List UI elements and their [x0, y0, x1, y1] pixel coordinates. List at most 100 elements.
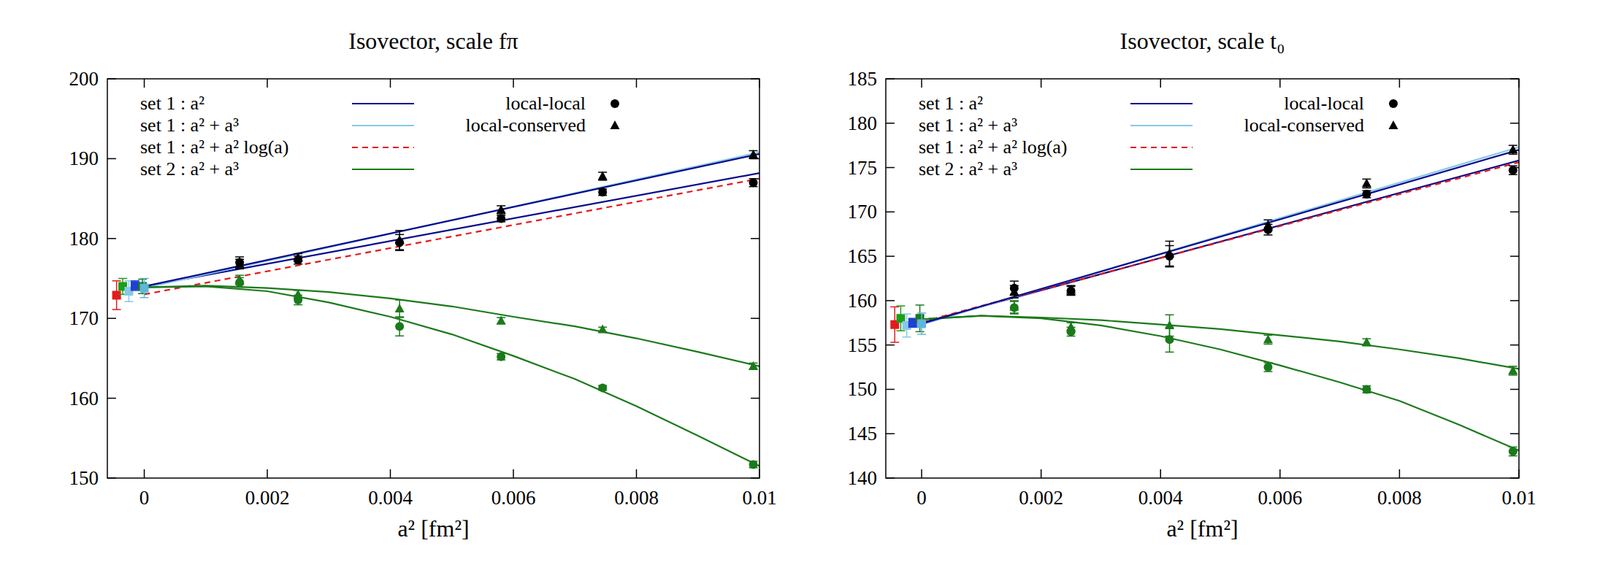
error-bar-cap: [1508, 374, 1518, 377]
error-bar-cap: [112, 308, 122, 311]
point-marker: [1066, 322, 1076, 331]
legend-label: set 1 : a²: [140, 92, 205, 114]
error-bar-cap: [118, 278, 128, 280]
y-tick-label: 155: [847, 334, 878, 357]
x-tick: [266, 469, 269, 479]
x-axis-label: a² [fm²]: [1166, 515, 1238, 542]
y-tick-label: 180: [847, 112, 878, 135]
error-bar-cap: [1009, 297, 1019, 299]
y-tick: [1510, 433, 1519, 435]
error-bar-cap: [130, 280, 140, 282]
x-tick: [636, 469, 638, 479]
fit-line: [144, 173, 760, 287]
error-bar-cap: [395, 230, 404, 232]
point-marker: [748, 149, 759, 159]
error-bar: [1263, 362, 1273, 372]
point-marker: [293, 252, 304, 262]
x-tick-label: 0: [139, 487, 150, 509]
plot-frame: [885, 78, 1519, 479]
point-marker: [1361, 178, 1372, 187]
error-bar: [395, 230, 404, 250]
x-tick: [512, 78, 515, 88]
point-marker: [235, 275, 245, 285]
y-tick-label: 160: [69, 387, 100, 410]
point-marker: [395, 303, 405, 313]
error-bar-cap: [395, 249, 404, 251]
error-bar: [1361, 178, 1371, 188]
y-tick-label: 180: [69, 227, 100, 250]
error-bar-cap: [395, 335, 404, 338]
legend-swatch: [351, 124, 415, 127]
error-bar: [1508, 446, 1518, 456]
y-tick: [885, 433, 895, 435]
error-bar: [1009, 285, 1019, 298]
point-marker: [1164, 248, 1175, 258]
legend: set 1 : a²set 1 : a² + a³set 1 : a² + a²…: [140, 92, 620, 180]
error-bar: [1263, 219, 1273, 231]
legend-marker: [1388, 99, 1398, 109]
legend-swatch: [351, 168, 415, 171]
error-bar: [235, 275, 244, 285]
error-bar-cap: [1066, 294, 1076, 296]
point-marker: [1164, 320, 1175, 330]
error-bar: [1508, 145, 1518, 155]
legend-swatch: [351, 102, 415, 105]
point-marker: [1508, 165, 1518, 175]
point-marker: [395, 322, 404, 331]
y-tick: [885, 344, 895, 347]
point-marker: [235, 259, 245, 269]
point-marker: [1009, 286, 1019, 296]
legend-label: set 1 : a² + a³: [918, 114, 1018, 136]
error-bar-cap: [1263, 230, 1273, 232]
x-tick: [1040, 469, 1043, 479]
error-bar: [1009, 300, 1019, 314]
error-bar-cap: [140, 297, 149, 299]
error-bar-cap: [902, 313, 912, 315]
fit-line: [921, 316, 1519, 452]
point-marker: [1361, 189, 1371, 199]
y-tick-label: 160: [847, 289, 878, 312]
legend-label: set 2 : a² + a³: [140, 158, 239, 180]
point-marker: [1507, 365, 1518, 375]
y-tick: [107, 158, 117, 160]
point-marker: [496, 204, 507, 214]
x-tick: [1159, 469, 1162, 479]
point-marker: [598, 170, 608, 180]
error-bar: [395, 300, 404, 318]
error-bar-cap: [896, 305, 905, 307]
error-bar-cap: [1165, 335, 1175, 338]
error-bar-cap: [235, 286, 244, 289]
y-tick-label: 150: [69, 467, 100, 490]
error-bar: [1508, 366, 1518, 376]
error-bar-cap: [395, 316, 404, 319]
error-bar-cap: [1009, 284, 1019, 287]
legend-label: local-conserved: [1243, 114, 1365, 136]
x-tick: [1399, 78, 1401, 88]
y-tick: [885, 300, 895, 302]
error-bar-cap: [138, 293, 147, 296]
legend-label: set 1 : a² + a² log(a): [140, 136, 290, 158]
legend-label: local-conserved: [465, 114, 586, 136]
plot-marks: [112, 149, 760, 469]
error-bar-cap: [1165, 351, 1175, 354]
x-tick-label: 0.01: [741, 487, 777, 509]
x-tick: [143, 78, 146, 88]
error-bar: [890, 306, 899, 343]
legend-swatch: [1130, 168, 1193, 171]
error-bar: [1508, 165, 1518, 175]
error-bar-cap: [1009, 312, 1019, 315]
y-tick: [1510, 255, 1519, 258]
error-bar: [749, 178, 759, 187]
error-bar-cap: [1165, 265, 1175, 268]
error-bar-cap: [140, 278, 149, 280]
error-bar: [1009, 281, 1019, 296]
plot-marks: [890, 144, 1519, 456]
y-tick-label: 140: [847, 467, 878, 490]
point-marker: [1361, 384, 1371, 394]
point-marker: [1507, 144, 1518, 154]
error-bar-cap: [1009, 300, 1019, 302]
error-bar: [140, 278, 149, 298]
x-tick: [920, 469, 923, 479]
point-marker: [598, 324, 608, 334]
x-tick-label: 0.002: [245, 487, 290, 509]
